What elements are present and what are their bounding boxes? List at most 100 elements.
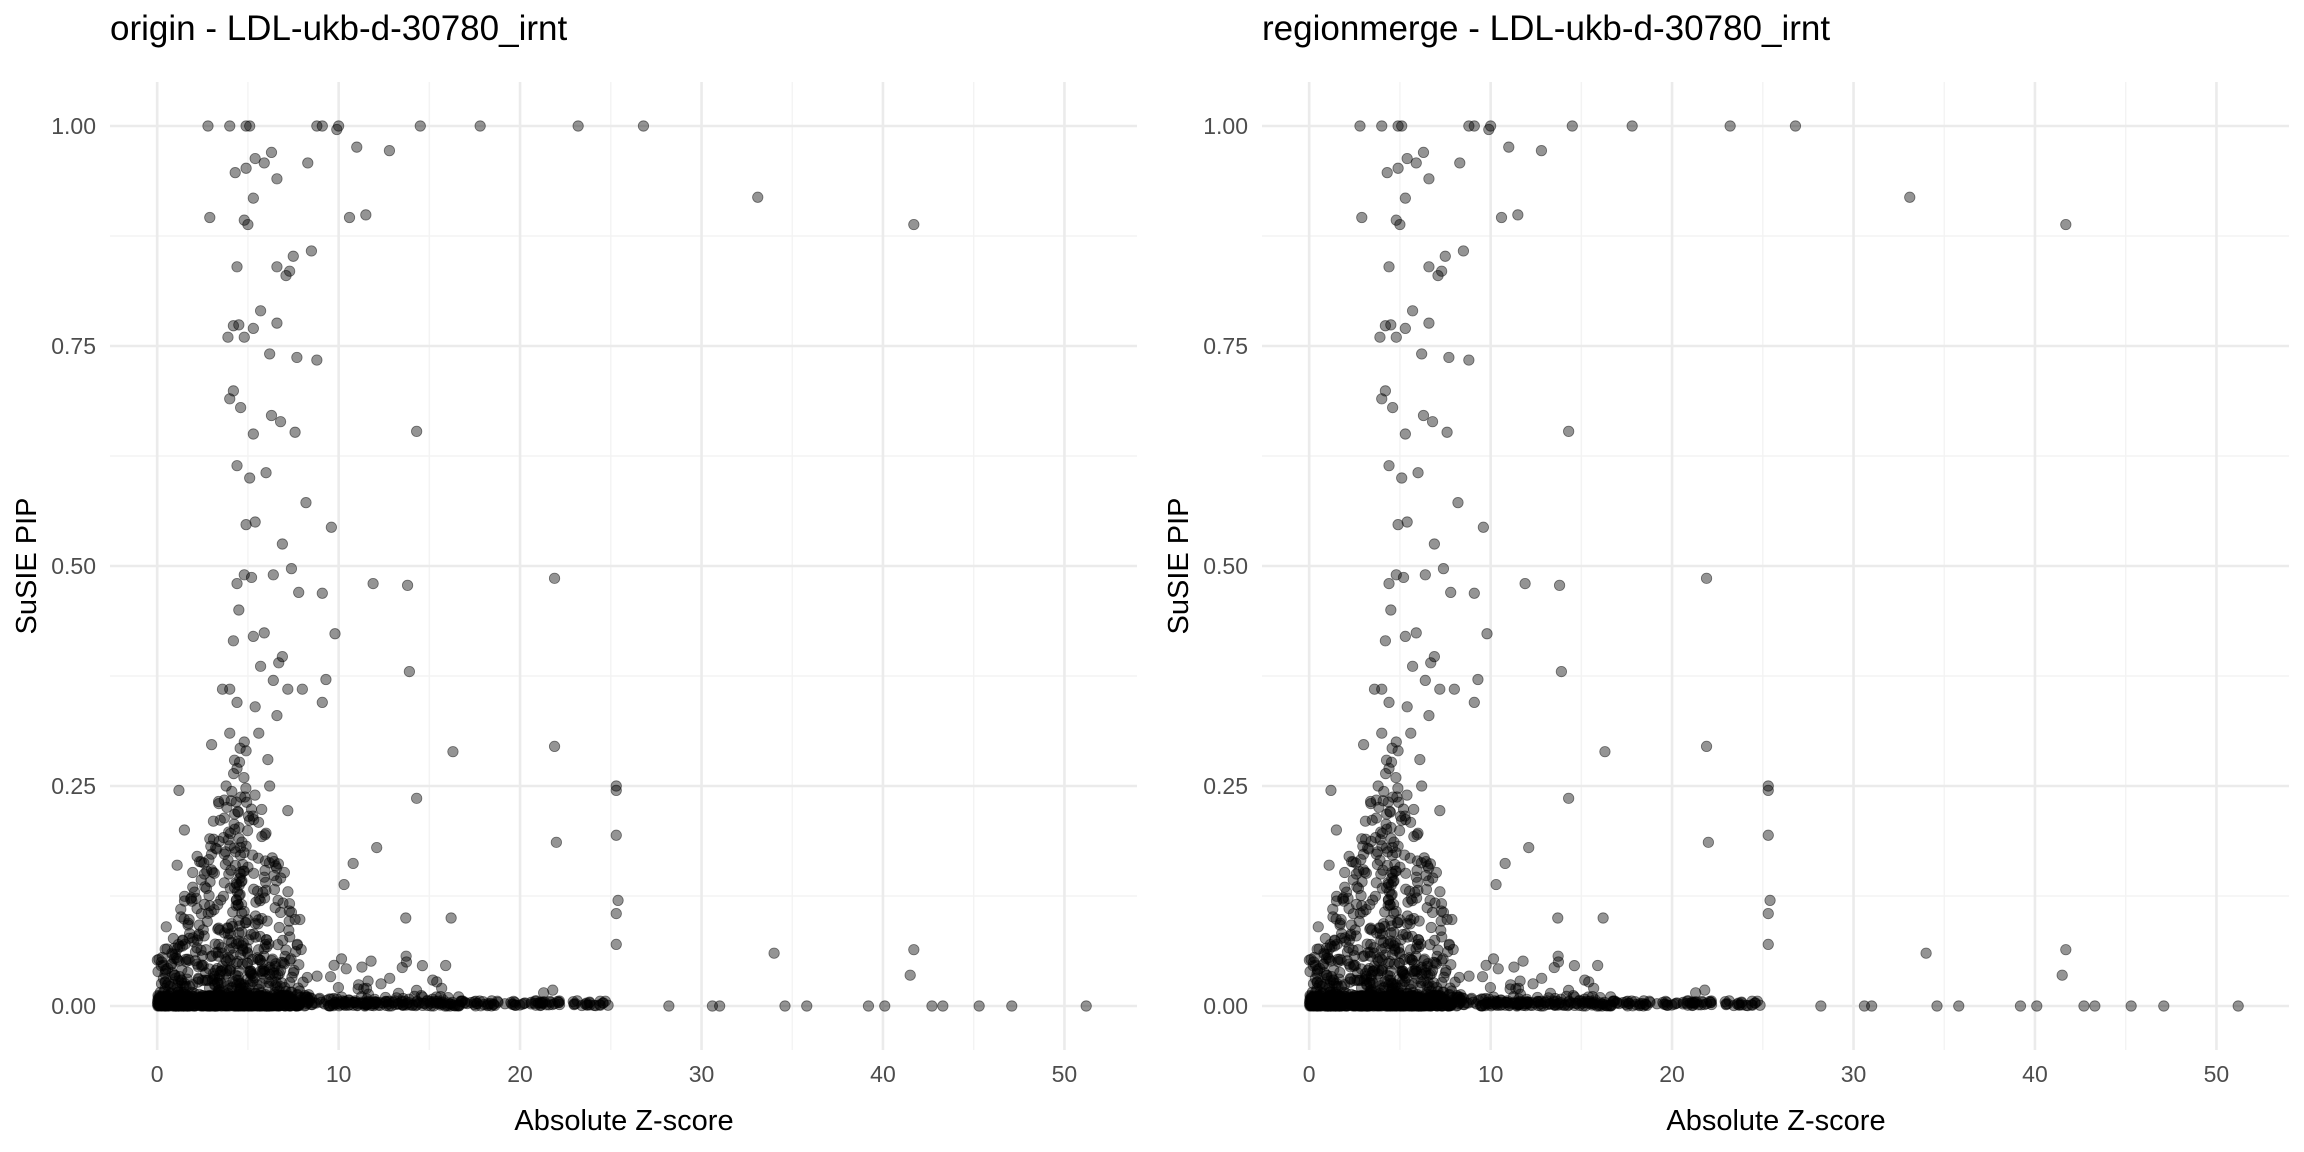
right-cluster-point: [1365, 938, 1377, 951]
right-cluster-point: [1400, 814, 1412, 826]
left-cluster-point: [270, 998, 282, 1010]
right-data-point: [1379, 385, 1391, 397]
left-data-point: [547, 984, 559, 996]
right-data-point: [1597, 912, 1609, 924]
right-data-point: [1439, 250, 1451, 262]
left-data-point: [329, 628, 341, 640]
right-data-point: [1401, 516, 1413, 528]
left-data-point: [242, 218, 254, 231]
right-cluster-point: [1381, 808, 1393, 820]
left-data-point: [258, 157, 270, 169]
left-x-tick-label: 0: [151, 1061, 164, 1087]
left-data-point: [273, 657, 285, 669]
left-data-point: [289, 426, 301, 438]
left-cluster-point: [226, 920, 239, 933]
left-cluster-point: [240, 840, 252, 852]
left-cluster-point: [230, 1000, 242, 1012]
left-panel-x-axis-title: Absolute Z-score: [514, 1105, 733, 1137]
right-data-point: [1325, 784, 1337, 797]
left-cluster-point: [178, 993, 191, 1006]
right-cluster-point: [1352, 996, 1364, 1008]
right-cluster-point: [1383, 886, 1395, 898]
left-cluster-point: [200, 882, 213, 895]
left-y-tick-label: 0.25: [51, 773, 96, 799]
left-data-point: [316, 696, 328, 709]
left-tail-point: [400, 999, 412, 1011]
right-data-point: [1323, 859, 1335, 871]
right-data-point: [1385, 319, 1397, 331]
right-data-point: [1423, 261, 1435, 273]
left-data-point: [231, 577, 243, 590]
left-cluster-point: [176, 1000, 188, 1012]
left-data-point: [240, 519, 252, 531]
left-cluster-point: [209, 842, 222, 854]
left-cluster-point: [238, 847, 250, 859]
right-cluster-point: [1361, 842, 1374, 854]
left-data-point: [293, 586, 305, 599]
left-cluster-point: [286, 971, 298, 983]
left-cluster-point: [172, 980, 184, 992]
left-data-point: [238, 569, 250, 581]
left-cluster-point: [208, 904, 220, 916]
left-data-point: [233, 319, 245, 331]
left-data-point: [238, 331, 250, 343]
right-cluster-point: [1408, 912, 1420, 925]
left-cluster-point: [169, 972, 181, 985]
right-x-tick-label: 0: [1303, 1061, 1316, 1087]
right-data-point: [1563, 425, 1575, 437]
right-data-point: [1481, 628, 1493, 640]
right-data-point: [1330, 824, 1342, 836]
left-cluster-point: [294, 913, 306, 926]
left-panel: origin - LDL-ukb-d-30780_irnt 0.000.250.…: [11, 9, 1137, 1137]
left-data-point: [260, 467, 272, 479]
left-data-point: [400, 912, 412, 924]
left-cluster-point: [252, 852, 264, 864]
right-data-point: [1374, 331, 1386, 343]
right-cluster-point: [1436, 931, 1448, 943]
left-data-point: [610, 907, 622, 920]
left-cluster-point: [263, 857, 275, 869]
left-cluster-point: [192, 961, 205, 973]
left-tail-point: [543, 999, 555, 1011]
right-cluster-point: [1387, 876, 1399, 888]
right-cluster-point: [1437, 906, 1450, 918]
left-data-point: [247, 630, 259, 643]
right-cluster-point: [1390, 771, 1402, 784]
right-data-point: [1931, 1000, 1943, 1012]
right-data-point: [1503, 141, 1515, 153]
right-cluster-point: [1345, 919, 1357, 931]
left-data-point: [285, 563, 298, 575]
left-cluster-point: [324, 971, 337, 983]
left-cluster-point: [185, 892, 198, 904]
left-cluster-point: [335, 953, 348, 965]
right-data-point: [1390, 331, 1402, 343]
right-cluster-point: [1399, 991, 1411, 1004]
left-cluster-point: [195, 944, 207, 956]
left-data-point: [663, 1000, 675, 1012]
left-cluster-point: [375, 978, 387, 990]
right-data-point: [1552, 912, 1564, 924]
left-cluster-point: [182, 966, 194, 979]
left-data-point: [360, 209, 372, 221]
left-data-point: [265, 146, 278, 158]
right-data-point: [1499, 857, 1511, 870]
right-x-tick-label: 30: [1841, 1061, 1867, 1087]
left-cluster-point: [272, 894, 284, 907]
right-tail-point: [1749, 997, 1761, 1009]
right-cluster-point: [1484, 981, 1497, 994]
left-cluster-point: [396, 961, 408, 974]
right-cluster-point: [1443, 939, 1455, 951]
left-x-tick-label: 20: [507, 1061, 533, 1087]
left-data-point: [538, 987, 550, 999]
left-cluster-point: [203, 963, 215, 975]
right-data-point: [1399, 192, 1411, 204]
right-data-point: [1381, 167, 1393, 179]
left-cluster-point: [187, 866, 199, 879]
left-cluster-point: [160, 965, 172, 977]
left-panel-points: [151, 120, 1092, 1012]
left-cluster-point: [284, 954, 296, 967]
right-panel-points: [1303, 120, 2244, 1012]
left-data-point: [233, 604, 245, 616]
left-tail-point: [435, 997, 447, 1009]
left-tail-point: [410, 1000, 422, 1012]
